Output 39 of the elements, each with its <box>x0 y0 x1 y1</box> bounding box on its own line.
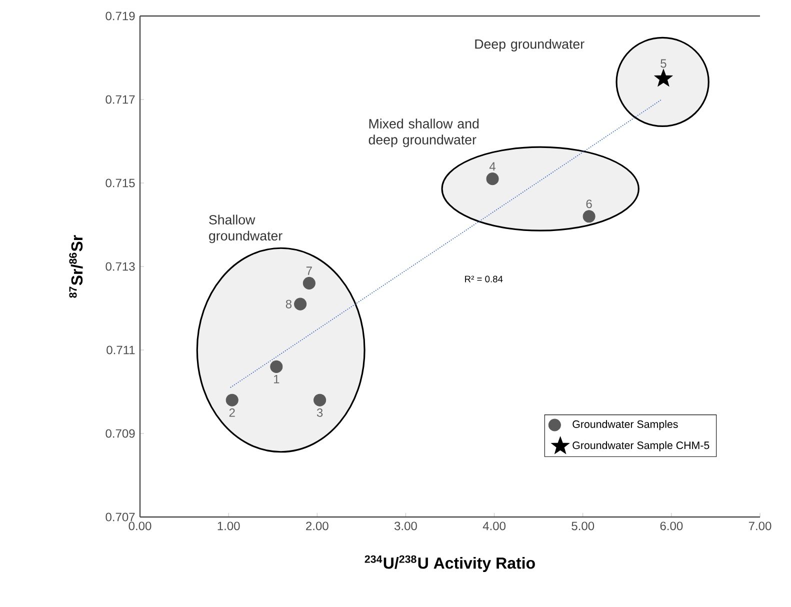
y-tick-label: 0.709 <box>106 429 135 438</box>
annotation: 3 <box>316 408 323 417</box>
annotation: 2 <box>229 408 235 417</box>
y-tick-label: 0.713 <box>106 262 135 271</box>
point <box>294 298 307 310</box>
point <box>302 276 316 290</box>
point <box>654 69 673 86</box>
annotation: 5 <box>660 59 666 68</box>
annotation: 7 <box>306 266 312 275</box>
annotation: Shallow groundwater <box>209 214 282 244</box>
y-tick-label: 0.715 <box>106 178 135 188</box>
annotation: 8 <box>286 300 292 308</box>
annotation: R² = 0.84 <box>465 276 503 282</box>
point <box>486 172 499 186</box>
legend-label: Groundwater Samples <box>572 420 678 430</box>
x-tick-label: 7.00 <box>748 522 772 530</box>
annotation: Mixed shallow and deep groundwater <box>368 118 479 148</box>
point <box>314 394 326 406</box>
y-tick-label: 0.707 <box>106 512 135 522</box>
x-tick-label: 5.00 <box>572 522 594 530</box>
legend-label: Groundwater Sample CHM-5 <box>572 441 710 452</box>
x-tick-label: 3.00 <box>394 522 417 530</box>
y-tick-label: 0.717 <box>106 95 135 104</box>
x-tick-label: 1.00 <box>218 522 240 530</box>
x-axis-title: $^{234}$U/$^{238}$U Activity Ratio <box>364 555 535 572</box>
annotation: Deep groundwater <box>475 39 584 52</box>
annotation: 1 <box>274 374 280 384</box>
x-tick-label: 4.00 <box>482 522 506 530</box>
x-tick-label: 6.00 <box>660 522 683 530</box>
point <box>270 360 283 373</box>
y-axis-title: $^{87}$Sr/$^{86}$Sr <box>69 235 83 298</box>
x-tick-label: 2.00 <box>306 522 328 530</box>
annotation: 6 <box>586 200 592 208</box>
x-tick-label: 0.00 <box>128 522 152 530</box>
annotation: 4 <box>489 162 496 171</box>
point <box>582 210 596 223</box>
y-tick-label: 0.719 <box>106 12 135 20</box>
point <box>226 394 238 406</box>
y-tick-label: 0.711 <box>106 346 135 354</box>
